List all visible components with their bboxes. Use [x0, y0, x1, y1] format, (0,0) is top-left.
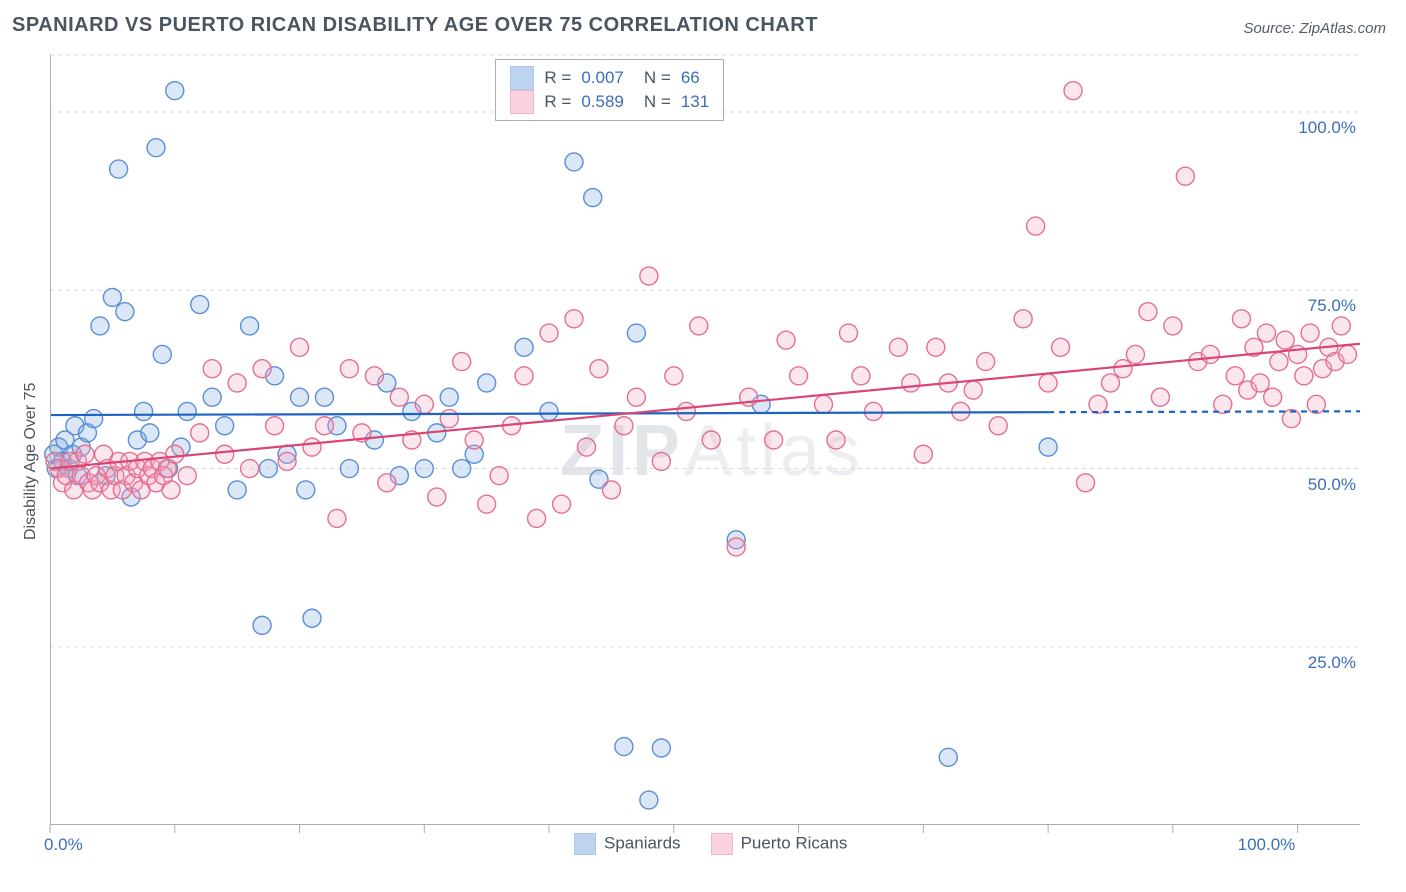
stat-r-value: 0.007: [581, 68, 624, 88]
y-tick-label: 75.0%: [1280, 296, 1356, 316]
plot-border: [50, 55, 1360, 825]
y-tick-label: 25.0%: [1280, 653, 1356, 673]
x-tick-label: 0.0%: [44, 835, 83, 855]
legend-bottom: Spaniards Puerto Ricans: [574, 833, 847, 855]
stat-r-value: 0.589: [581, 92, 624, 112]
legend-item: Spaniards: [574, 833, 681, 855]
legend-swatch: [574, 833, 596, 855]
legend-swatch: [711, 833, 733, 855]
stat-n-value: 131: [681, 92, 709, 112]
legend-item: Puerto Ricans: [711, 833, 848, 855]
legend-label: Puerto Ricans: [741, 833, 848, 852]
legend-label: Spaniards: [604, 833, 681, 852]
stat-row: R =0.589N =131: [510, 90, 709, 114]
stat-swatch: [510, 66, 534, 90]
stat-n-value: 66: [681, 68, 700, 88]
x-tick-label: 100.0%: [1238, 835, 1296, 855]
stat-swatch: [510, 90, 534, 114]
correlation-stats-box: R =0.007N =66R =0.589N =131: [495, 59, 724, 121]
y-tick-label: 50.0%: [1280, 475, 1356, 495]
y-axis-label: Disability Age Over 75: [22, 383, 40, 540]
stat-row: R =0.007N =66: [510, 66, 709, 90]
source-label: Source: ZipAtlas.com: [1243, 20, 1386, 37]
y-tick-label: 100.0%: [1280, 118, 1356, 138]
chart-title: SPANIARD VS PUERTO RICAN DISABILITY AGE …: [12, 14, 818, 37]
